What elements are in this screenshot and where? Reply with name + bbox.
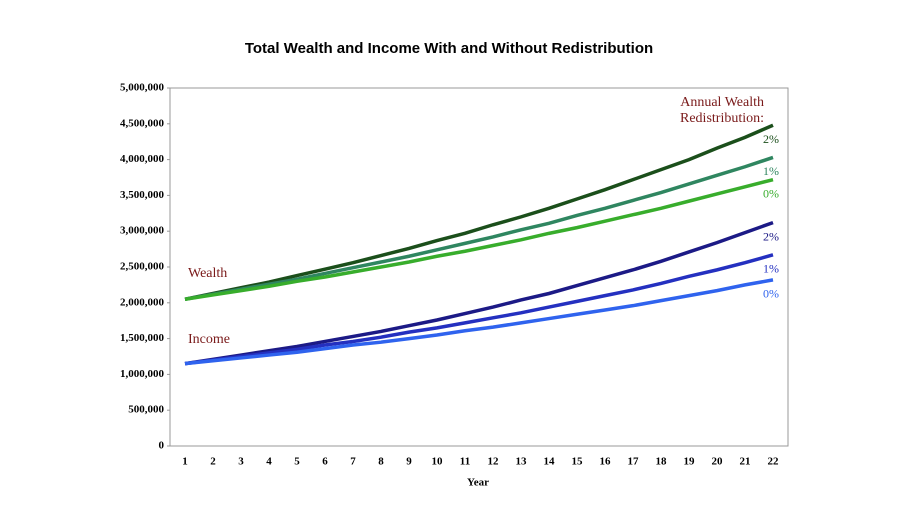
- x-tick-label: 4: [266, 456, 272, 468]
- y-tick-label: 3,000,000: [120, 225, 165, 237]
- x-tick-label: 12: [488, 456, 500, 468]
- series-line: [184, 253, 774, 366]
- x-tick-label: 20: [712, 456, 724, 468]
- y-tick-label: 2,500,000: [120, 261, 165, 273]
- x-tick-label: 15: [572, 456, 584, 468]
- x-tick-label: 19: [684, 456, 696, 468]
- series-label: 0%: [763, 287, 779, 301]
- x-tick-label: 11: [460, 456, 470, 468]
- y-tick-label: 500,000: [128, 404, 164, 416]
- x-tick-label: 9: [406, 456, 412, 468]
- y-tick-label: 3,500,000: [120, 189, 165, 201]
- series-line: [184, 278, 774, 366]
- series-label: 2%: [763, 132, 779, 146]
- y-tick-label: 1,500,000: [120, 332, 165, 344]
- x-tick-label: 1: [182, 456, 188, 468]
- x-tick-label: 17: [628, 456, 640, 468]
- annotation: Income: [188, 332, 230, 347]
- annotation: Annual Wealth: [680, 95, 764, 110]
- x-tick-label: 16: [600, 456, 612, 468]
- series-line: [184, 155, 774, 301]
- x-tick-label: 13: [516, 456, 528, 468]
- series-line: [184, 123, 774, 301]
- x-tick-label: 14: [544, 456, 556, 468]
- y-tick-label: 5,000,000: [120, 82, 165, 94]
- x-tick-label: 2: [210, 456, 216, 468]
- y-tick-label: 2,000,000: [120, 296, 165, 308]
- series-label: 1%: [763, 262, 779, 276]
- series-label: 0%: [763, 186, 779, 200]
- x-tick-label: 6: [322, 456, 328, 468]
- x-tick-label: 22: [768, 456, 780, 468]
- annotation: Wealth: [188, 266, 227, 281]
- x-tick-label: 10: [432, 456, 444, 468]
- series-line: [184, 177, 774, 301]
- plot-frame: [169, 87, 789, 447]
- x-tick-label: 5: [294, 456, 300, 468]
- series-line: [184, 220, 774, 366]
- series-label: 2%: [763, 229, 779, 243]
- y-tick-label: 4,500,000: [120, 117, 165, 129]
- x-axis-label: Year: [467, 477, 489, 489]
- x-tick-label: 7: [350, 456, 356, 468]
- y-tick-label: 0: [159, 440, 165, 452]
- x-tick-label: 3: [238, 456, 244, 468]
- x-tick-label: 18: [656, 456, 668, 468]
- x-tick-label: 8: [378, 456, 384, 468]
- chart-title: Total Wealth and Income With and Without…: [245, 40, 653, 57]
- y-tick-label: 4,000,000: [120, 153, 165, 165]
- y-tick-label: 1,000,000: [120, 368, 165, 380]
- series-label: 1%: [763, 164, 779, 178]
- annotation: Redistribution:: [680, 111, 764, 126]
- x-tick-label: 21: [740, 456, 751, 468]
